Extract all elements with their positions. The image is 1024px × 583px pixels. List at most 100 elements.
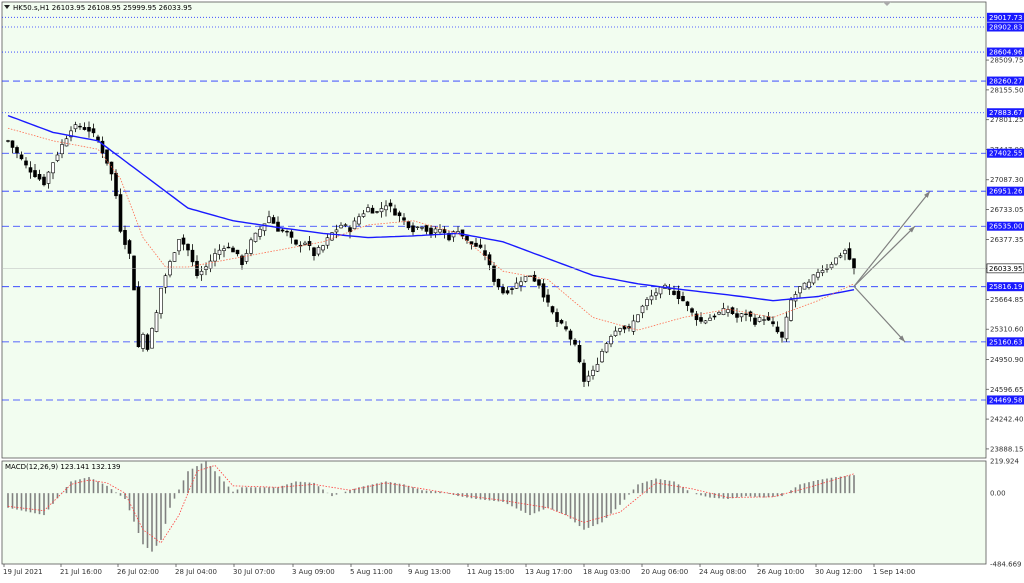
candle-body bbox=[717, 312, 721, 315]
candle-body bbox=[780, 331, 784, 338]
candle-body bbox=[654, 292, 658, 296]
candle-body bbox=[816, 272, 820, 278]
candle-body bbox=[726, 309, 730, 313]
candle-body bbox=[613, 330, 618, 336]
candle-body bbox=[145, 334, 150, 350]
level-tag-bg-28604.96 bbox=[987, 47, 1024, 57]
candle-body bbox=[753, 317, 757, 325]
level-tag-bg-27402.55 bbox=[987, 148, 1024, 158]
candle-body bbox=[618, 328, 622, 332]
macd-y-tick-label: -484.669 bbox=[990, 561, 1021, 569]
candle-body bbox=[370, 207, 375, 214]
candle-body bbox=[789, 299, 793, 321]
candle-body bbox=[181, 237, 186, 245]
candle-body bbox=[55, 154, 60, 161]
candle-body bbox=[649, 295, 654, 301]
candle-body bbox=[784, 316, 789, 340]
candle-body bbox=[312, 247, 316, 257]
candle-body bbox=[640, 305, 645, 314]
candle-body bbox=[478, 244, 483, 248]
candle-body bbox=[712, 315, 717, 318]
candle-body bbox=[564, 326, 568, 330]
candle-body bbox=[384, 205, 388, 211]
x-tick-label: 26 Jul 02:00 bbox=[117, 568, 159, 576]
candle-body bbox=[33, 170, 37, 178]
projection-arrowhead bbox=[898, 335, 905, 342]
candle-body bbox=[249, 239, 253, 254]
level-tag-26535.00: 26535.00 bbox=[989, 223, 1022, 231]
candle-body bbox=[496, 278, 501, 288]
x-tick-label: 3 Aug 09:00 bbox=[292, 568, 335, 576]
x-tick-label: 11 Aug 15:00 bbox=[467, 568, 514, 576]
y-tick-label: 26733.05 bbox=[990, 206, 1023, 214]
candle-body bbox=[150, 328, 154, 349]
candle-body bbox=[109, 161, 114, 175]
candle-body bbox=[834, 257, 838, 265]
candle-body bbox=[852, 258, 856, 269]
candle-body bbox=[424, 225, 429, 232]
x-tick-label: 24 Aug 08:00 bbox=[699, 568, 746, 576]
candle-body bbox=[177, 239, 181, 252]
candle-body bbox=[37, 174, 42, 180]
candle-body bbox=[690, 308, 694, 313]
projection-arrowhead bbox=[908, 226, 915, 233]
candle-body bbox=[244, 253, 249, 262]
candle-body bbox=[442, 229, 447, 233]
candle-body bbox=[334, 229, 339, 233]
candle-body bbox=[163, 275, 168, 288]
level-tag-26951.26: 26951.26 bbox=[989, 188, 1023, 196]
candle-body bbox=[253, 232, 258, 242]
dropdown-icon[interactable] bbox=[4, 5, 10, 9]
candle-body bbox=[748, 311, 753, 317]
y-tick-label: 27801.25 bbox=[990, 116, 1023, 124]
candle-body bbox=[703, 320, 708, 324]
macd-label: MACD(12,26,9) 123.141 132.139 bbox=[5, 463, 121, 471]
candle-body bbox=[235, 249, 240, 255]
x-tick-label: 5 Aug 11:00 bbox=[350, 568, 393, 576]
x-tick-label: 21 Jul 16:00 bbox=[60, 568, 102, 576]
candle-body bbox=[28, 167, 33, 173]
candle-body bbox=[46, 171, 51, 184]
candle-body bbox=[118, 194, 123, 232]
candle-body bbox=[6, 140, 10, 142]
x-tick-label: 28 Jul 04:00 bbox=[175, 568, 217, 576]
candle-body bbox=[393, 208, 397, 216]
x-tick-label: 30 Aug 12:00 bbox=[815, 568, 862, 576]
candle-body bbox=[735, 313, 739, 318]
moving-average-fast bbox=[7, 127, 855, 331]
level-tag-24469.58: 24469.58 bbox=[989, 396, 1022, 404]
candle-body bbox=[825, 268, 829, 270]
x-tick-label: 1 Sep 14:00 bbox=[873, 568, 915, 576]
y-tick-label: 26377.35 bbox=[990, 236, 1023, 244]
candle-body bbox=[60, 144, 64, 155]
candle-body bbox=[438, 229, 442, 233]
candle-body bbox=[285, 230, 289, 233]
candle-body bbox=[555, 312, 559, 322]
candle-body bbox=[460, 229, 465, 237]
chart-shift-icon[interactable] bbox=[883, 2, 891, 6]
candle-body bbox=[411, 225, 415, 233]
y-tick-label: 28155.50 bbox=[990, 86, 1023, 94]
candle-body bbox=[240, 255, 244, 265]
candle-body bbox=[636, 314, 640, 323]
candle-body bbox=[397, 212, 402, 217]
candle-body bbox=[105, 149, 109, 164]
candle-body bbox=[262, 223, 267, 232]
candle-body bbox=[352, 220, 357, 230]
candle-body bbox=[573, 339, 577, 345]
candle-body bbox=[586, 375, 591, 382]
candle-body bbox=[829, 264, 834, 269]
candle-body bbox=[123, 230, 127, 245]
candle-body bbox=[159, 287, 163, 314]
candle-body bbox=[280, 229, 285, 232]
candle-body bbox=[10, 140, 15, 148]
candle-body bbox=[730, 307, 735, 315]
candle-body bbox=[51, 162, 55, 174]
level-tag-bg-29017.73 bbox=[987, 12, 1024, 22]
candle-body bbox=[847, 248, 852, 260]
candle-body bbox=[303, 242, 307, 245]
candle-body bbox=[127, 240, 132, 254]
level-tag-25816.19: 25816.19 bbox=[989, 283, 1022, 291]
